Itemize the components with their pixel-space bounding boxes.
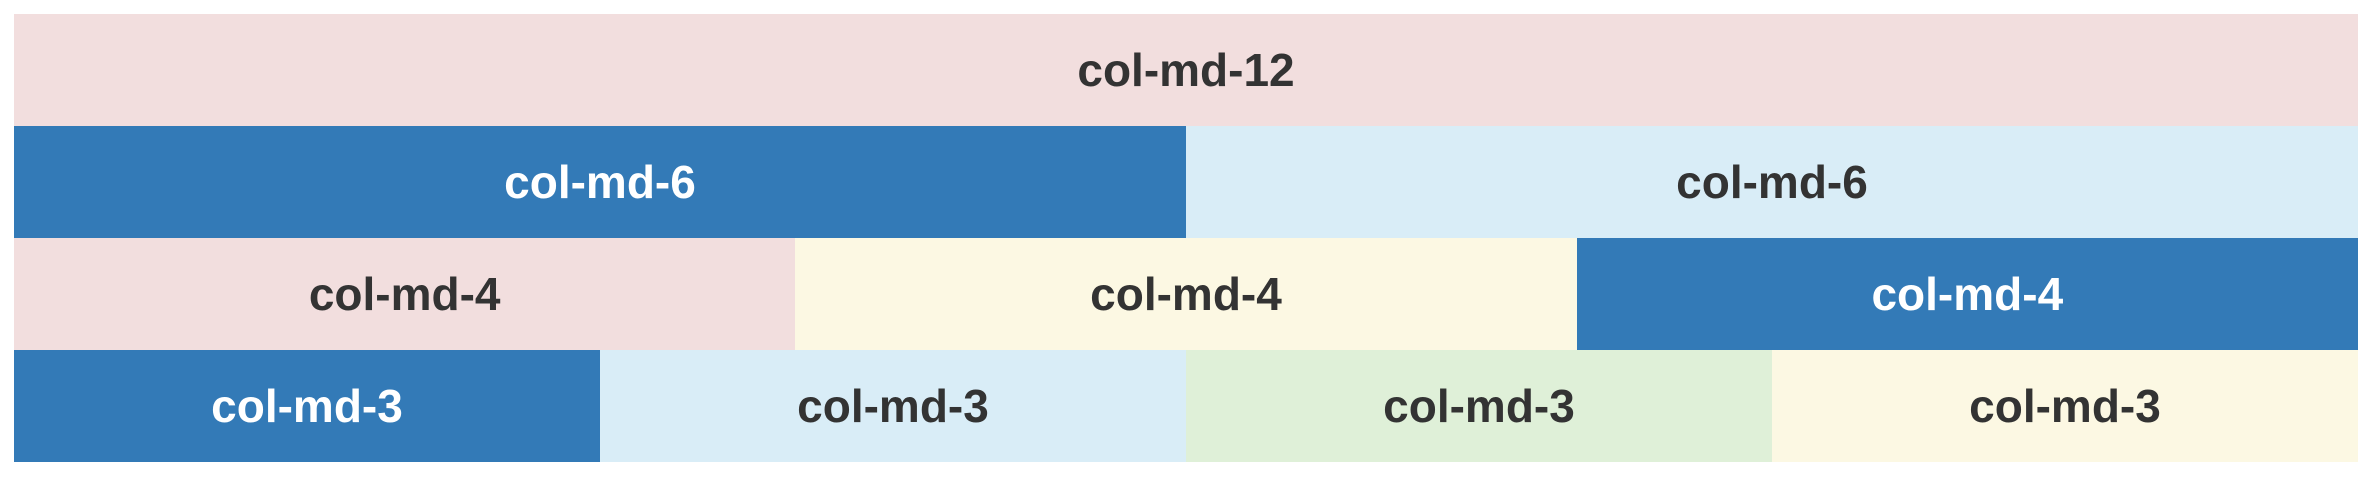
row-col-md-6: col-md-6 col-md-6 — [14, 126, 2358, 238]
cell-col-md-4-2: col-md-4 — [795, 238, 1577, 350]
cell-col-md-3-3: col-md-3 — [1186, 350, 1772, 462]
cell-col-md-6-1: col-md-6 — [14, 126, 1186, 238]
cell-col-md-3-1: col-md-3 — [14, 350, 600, 462]
cell-col-md-4-1: col-md-4 — [14, 238, 796, 350]
bootstrap-grid-demo: col-md-12 col-md-6 col-md-6 col-md-4 col… — [14, 14, 2358, 462]
row-col-md-3: col-md-3 col-md-3 col-md-3 col-md-3 — [14, 350, 2358, 462]
row-col-md-12: col-md-12 — [14, 14, 2358, 126]
cell-col-md-12: col-md-12 — [14, 14, 2358, 126]
cell-col-md-4-3: col-md-4 — [1576, 238, 2358, 350]
row-col-md-4: col-md-4 col-md-4 col-md-4 — [14, 238, 2358, 350]
cell-col-md-3-2: col-md-3 — [600, 350, 1186, 462]
cell-col-md-6-2: col-md-6 — [1186, 126, 2358, 238]
cell-col-md-3-4: col-md-3 — [1772, 350, 2358, 462]
